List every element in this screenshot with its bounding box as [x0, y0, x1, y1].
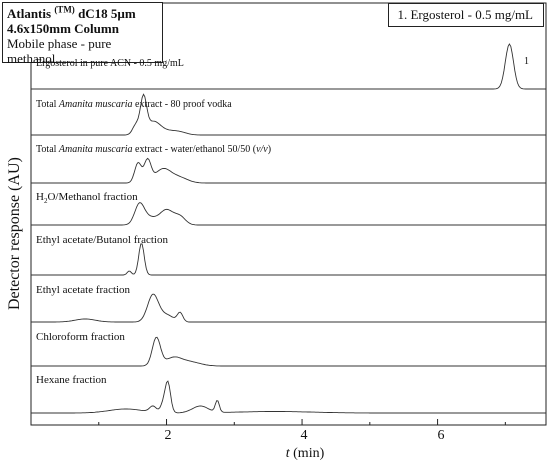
trace-label-ergosterol: Ergosterol in pure ACN - 0.5 mg/mL — [36, 58, 184, 69]
plot-frame — [30, 2, 547, 426]
chromatogram-trace-2 — [31, 93, 546, 136]
trace-label-h2o-methanol: H2O/Methanol fraction — [36, 191, 138, 206]
trace-label-ethyl-acetate-butanol: Ethyl acetate/Butanol fraction — [36, 234, 168, 246]
trace-label-water-ethanol-extract: Total Amanita muscaria extract - water/e… — [36, 144, 272, 155]
x-tick-label: 4 — [300, 428, 308, 443]
chromatogram-trace-3 — [31, 157, 546, 184]
column-dimensions: 4.6x150mm Column — [7, 21, 119, 36]
x-axis-variable: t — [285, 446, 290, 461]
mobile-phase-text: Mobile phase - pure methanol — [7, 36, 112, 66]
trace-label-ethyl-acetate: Ethyl acetate fraction — [36, 284, 131, 296]
chromatogram-trace-1 — [31, 43, 546, 90]
column-name: Atlantis — [7, 6, 52, 21]
legend: 1. Ergosterol - 0.5 mg/mL — [388, 3, 544, 27]
chromatogram-trace-6 — [31, 293, 546, 323]
x-tick-label: 2 — [164, 428, 172, 443]
chromatogram-trace-7 — [31, 336, 546, 367]
trace-label-vodka-extract: Total Amanita muscaria extract - 80 proo… — [36, 99, 232, 110]
column-info-box: Atlantis (TM) dC18 5µm 4.6x150mm Column … — [2, 2, 163, 66]
chromatogram-trace-8 — [31, 380, 546, 414]
chromatogram-trace-4 — [31, 202, 546, 226]
trace-label-chloroform: Chloroform fraction — [36, 331, 125, 343]
chromatogram-trace-5 — [31, 243, 546, 276]
trademark-mark: (TM) — [54, 4, 75, 15]
x-tick-label: 6 — [437, 428, 445, 443]
y-axis-label: Detector response (AU) — [6, 157, 23, 310]
x-axis-unit: (min) — [293, 446, 325, 461]
trace-label-hexane: Hexane fraction — [36, 374, 107, 386]
peak-label-1: 1 — [524, 56, 529, 67]
legend-entry: 1. Ergosterol - 0.5 mg/mL — [397, 7, 533, 22]
column-spec: dC18 5µm — [78, 6, 136, 21]
x-axis-label: t (min) — [235, 446, 375, 462]
